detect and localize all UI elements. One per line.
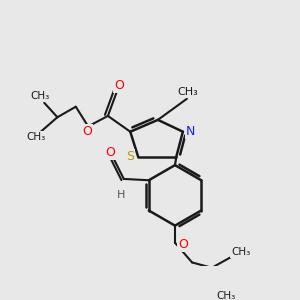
Text: O: O [114, 79, 124, 92]
Text: O: O [106, 146, 116, 159]
Text: H: H [117, 190, 125, 200]
Text: CH₃: CH₃ [26, 132, 45, 142]
Text: N: N [186, 125, 196, 138]
Text: O: O [82, 125, 92, 138]
Text: S: S [126, 150, 134, 163]
Text: CH₃: CH₃ [178, 87, 199, 97]
Text: CH₃: CH₃ [31, 91, 50, 101]
Text: CH₃: CH₃ [231, 247, 250, 257]
Text: CH₃: CH₃ [217, 291, 236, 300]
Text: O: O [178, 238, 188, 250]
